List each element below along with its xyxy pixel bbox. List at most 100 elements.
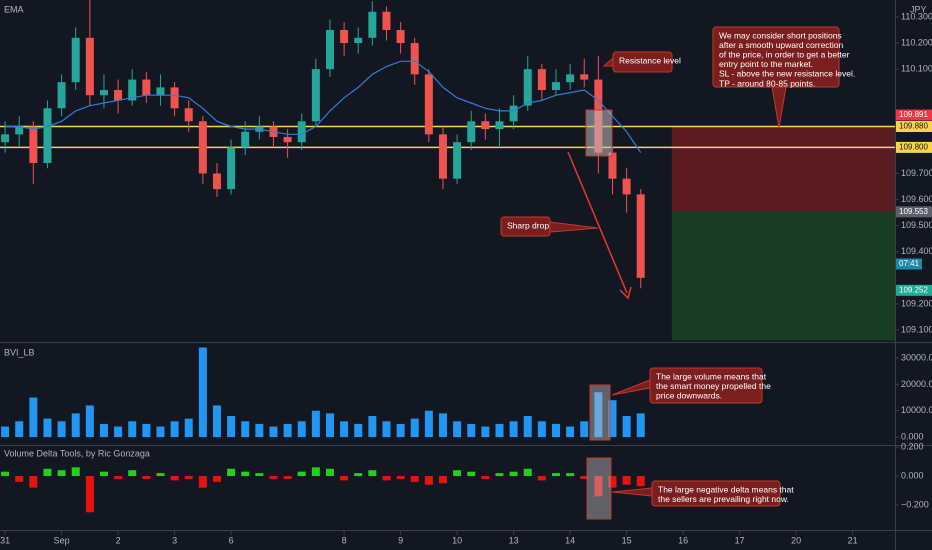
countdown: 07:41 (899, 259, 920, 268)
callout-pointer (771, 86, 787, 129)
bar (467, 471, 476, 477)
candle-body (438, 134, 447, 179)
candle-body (622, 178, 631, 195)
bar (57, 470, 66, 477)
callout-text: of the price, in order to get a better (719, 49, 850, 59)
y-tick-label: 109.200 (901, 298, 932, 308)
candle-body (382, 11, 391, 30)
bar (594, 392, 603, 438)
y-tick-label: 20000.000 (901, 379, 932, 389)
candle-body (354, 37, 363, 44)
bar (622, 416, 631, 438)
bar (297, 421, 306, 438)
bar (453, 421, 462, 438)
candle-body (57, 82, 66, 109)
callout-pointer (602, 57, 614, 67)
y-tick-label: 109.700 (901, 168, 932, 178)
candle-body (114, 90, 123, 101)
bar (636, 476, 645, 487)
bar (551, 473, 560, 477)
bar (636, 413, 645, 438)
x-tick-label: 21 (848, 535, 858, 545)
currency: JPY (910, 4, 927, 14)
callout-text: The large volume means that (656, 371, 767, 381)
price-tag (896, 206, 932, 218)
bar (99, 471, 108, 477)
y-tick-label: −0.200 (901, 499, 929, 509)
callout-text: SL - above the new resistance level. (719, 69, 855, 79)
callout: Resistance level (602, 51, 681, 73)
bar (410, 476, 419, 482)
price-tag-label: 109.252 (899, 285, 928, 294)
x-tick-label: 16 (678, 535, 688, 545)
bar (311, 467, 320, 477)
pane-title: EMA (4, 4, 24, 14)
bar (283, 476, 292, 479)
bar (43, 468, 52, 477)
candle-body (43, 108, 52, 164)
y-tick-label: 110.300 (901, 11, 932, 21)
y-tick-label: 0.200 (901, 441, 924, 451)
candle-body (636, 194, 645, 278)
bar (227, 416, 236, 438)
candle-body (424, 74, 433, 135)
price-tag-label: 109.891 (899, 110, 928, 119)
bar (212, 476, 221, 482)
x-tick-label: Sep (54, 535, 70, 545)
x-tick-label: 6 (229, 535, 234, 545)
bar (566, 473, 575, 477)
candle-body (29, 126, 38, 164)
bar (481, 426, 490, 438)
price-tag (896, 121, 932, 133)
bar (509, 421, 518, 438)
callout-text: entry point to the market. (719, 59, 813, 69)
price-tag (896, 141, 932, 153)
candle-body (608, 152, 617, 179)
bar (71, 413, 80, 438)
candle-body (566, 74, 575, 83)
candle-body (537, 69, 546, 90)
candle-body (453, 142, 462, 179)
y-tick-label: 0.000 (901, 470, 924, 480)
candle-body (71, 37, 80, 83)
bar (241, 471, 250, 477)
bar (99, 423, 108, 438)
bar (57, 421, 66, 438)
bar (495, 473, 504, 477)
candle-body (523, 69, 532, 106)
bar (424, 476, 433, 485)
candle-body (311, 69, 320, 122)
candle-body (184, 108, 193, 122)
candle-body (340, 30, 349, 44)
y-tick-label: 109.500 (901, 220, 932, 230)
bar (1, 426, 10, 438)
bar (269, 426, 278, 438)
y-tick-label: 110.100 (901, 64, 932, 74)
bar (580, 421, 589, 438)
callout-box (712, 26, 840, 88)
bar (509, 471, 518, 477)
bar (198, 476, 207, 488)
bar (340, 476, 349, 481)
highlights (567, 109, 632, 520)
bar (424, 410, 433, 438)
callout-text: TP - around 80-85 points. (719, 78, 815, 88)
callout-box (651, 480, 781, 507)
bar (142, 423, 151, 438)
bar (85, 476, 94, 513)
callout-pointer (611, 487, 653, 497)
callout-text: the smart money propelled the (656, 381, 771, 391)
callout-text: We may consider short positions (719, 30, 842, 40)
callout-text: price downwards. (656, 390, 722, 400)
bar (29, 397, 38, 438)
candle-body (396, 30, 405, 44)
bar (212, 405, 221, 438)
bar (438, 476, 447, 484)
bar (142, 476, 151, 479)
candle-body (325, 30, 334, 70)
bar (396, 476, 405, 479)
